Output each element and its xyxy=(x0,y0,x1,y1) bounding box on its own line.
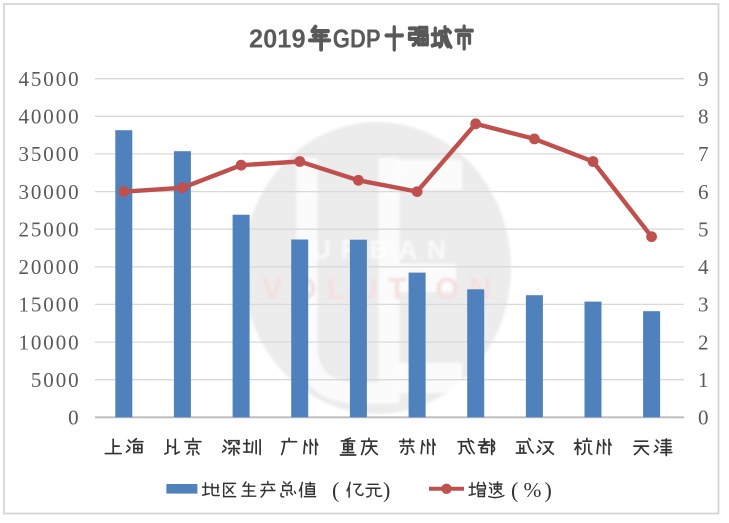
svg-text:GDP: GDP xyxy=(333,23,381,53)
svg-text:45000: 45000 xyxy=(19,67,81,91)
svg-text:8: 8 xyxy=(698,105,709,129)
svg-text:2: 2 xyxy=(698,330,709,354)
svg-text:9: 9 xyxy=(698,67,709,91)
svg-text:35000: 35000 xyxy=(19,142,81,166)
svg-text:3: 3 xyxy=(698,293,709,317)
svg-text:10000: 10000 xyxy=(19,330,81,354)
svg-text:7: 7 xyxy=(698,142,709,166)
svg-text:0: 0 xyxy=(698,406,709,430)
svg-text:4: 4 xyxy=(698,255,709,279)
svg-text:40000: 40000 xyxy=(19,105,81,129)
svg-text:): ) xyxy=(545,478,552,503)
svg-text:6: 6 xyxy=(698,180,709,204)
svg-text:): ) xyxy=(383,478,390,503)
svg-text:5: 5 xyxy=(698,217,709,241)
svg-text:1: 1 xyxy=(698,368,709,392)
svg-text:0: 0 xyxy=(68,406,80,430)
svg-text:15000: 15000 xyxy=(19,293,81,317)
svg-text:(: ( xyxy=(332,478,339,503)
svg-text:(: ( xyxy=(511,478,518,503)
svg-text:25000: 25000 xyxy=(19,217,81,241)
svg-text:5000: 5000 xyxy=(31,368,81,392)
svg-text:%: % xyxy=(524,478,542,502)
svg-text:2019: 2019 xyxy=(249,23,306,53)
svg-text:30000: 30000 xyxy=(19,180,81,204)
svg-text:URBAN: URBAN xyxy=(312,235,456,265)
svg-text:20000: 20000 xyxy=(19,255,81,279)
